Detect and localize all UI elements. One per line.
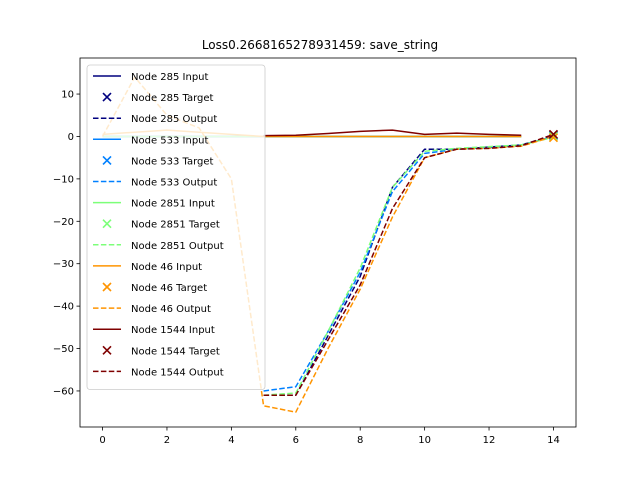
x-tick-label: 2 (164, 435, 170, 446)
chart-title: Loss0.2668165278931459: save_string (202, 38, 438, 52)
legend-handle-node-2851-target (102, 219, 112, 229)
legend-label-node-46-target: Node 46 Target (131, 283, 207, 294)
x-tick-label: 6 (293, 435, 299, 446)
x-tick-label: 4 (228, 435, 234, 446)
y-tick-label: −30 (53, 259, 74, 270)
y-tick-label: −50 (53, 344, 74, 355)
node-46-target-marker (548, 133, 559, 143)
y-tick-label: −10 (53, 174, 74, 185)
x-tick-label: 12 (483, 435, 496, 446)
legend-label-node-285-output: Node 285 Output (131, 114, 217, 125)
y-tick-label: −40 (53, 302, 74, 313)
legend-box (86, 64, 266, 390)
y-tick-label: 0 (68, 132, 74, 143)
y-tick-label: 10 (61, 90, 74, 101)
x-tick-label: 10 (418, 435, 431, 446)
x-tick-label: 0 (99, 435, 105, 446)
y-tick-label: −60 (53, 386, 74, 397)
legend-label-node-2851-input: Node 2851 Input (131, 199, 215, 210)
legend-handle-node-1544-target (102, 345, 112, 355)
node-2851-target-marker (548, 131, 559, 142)
axes: 0 2 4 6 8 10 12 14 10 0 −10 −20 −30 −40 −50 −60 (53, 57, 577, 446)
legend-handle-node-46-target (102, 282, 112, 292)
legend-label-node-46-output: Node 46 Output (131, 304, 211, 315)
legend-label-node-2851-output: Node 2851 Output (131, 241, 224, 252)
legend-label-node-533-target: Node 533 Target (131, 156, 214, 167)
x-tick-label: 8 (357, 435, 363, 446)
node-1544-input-line (263, 129, 522, 137)
legend-label-node-285-input: Node 285 Input (131, 72, 209, 83)
legend-label-node-1544-output: Node 1544 Output (131, 367, 224, 378)
node-2851-output-line (263, 136, 554, 396)
legend-label-node-285-target: Node 285 Target (131, 93, 214, 104)
node-1544-output-line (263, 133, 554, 396)
legend-label-node-1544-input: Node 1544 Input (131, 325, 215, 336)
legend-label-node-1544-target: Node 1544 Target (131, 346, 220, 357)
legend-label-node-2851-target: Node 2851 Target (131, 220, 220, 231)
node-1544-target-marker (548, 129, 559, 139)
legend-handle-node-285-target (102, 92, 112, 102)
axes-frame (79, 57, 577, 428)
legend-handle-node-533-target (102, 155, 112, 165)
legend-label-node-46-input: Node 46 Input (131, 262, 202, 273)
legend-label-node-533-output: Node 533 Output (131, 178, 217, 189)
y-tick-label: −20 (53, 217, 74, 228)
legend: Node 285 Input Node 285 Target Node 285 Ou… (86, 64, 266, 390)
x-tick-label: 14 (547, 435, 560, 446)
legend-label-node-533-input: Node 533 Input (131, 135, 209, 146)
